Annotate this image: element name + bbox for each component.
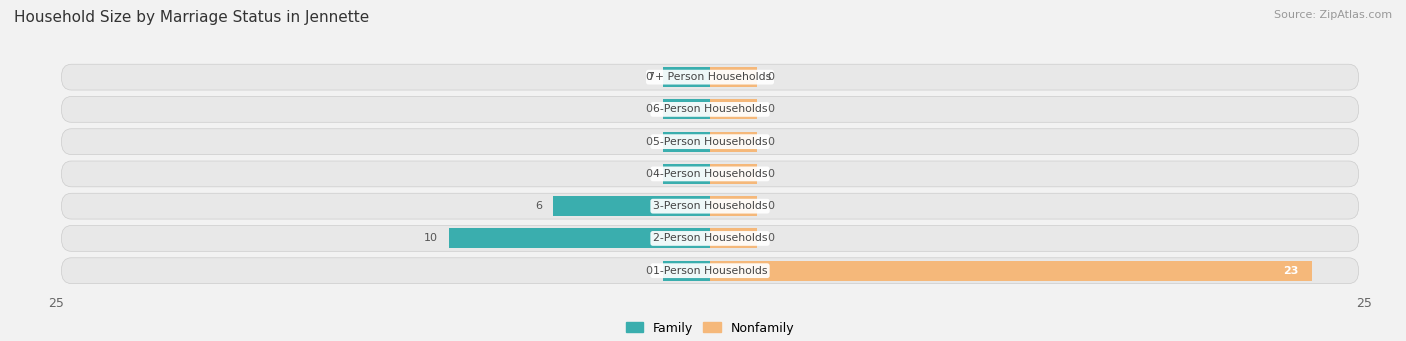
Bar (449, 228, 710, 249)
Bar (664, 164, 710, 184)
Bar (710, 228, 756, 249)
Bar (710, 99, 756, 119)
Text: 5-Person Households: 5-Person Households (652, 137, 768, 147)
Bar (664, 99, 710, 119)
Bar (710, 261, 1312, 281)
Bar (710, 196, 756, 216)
Text: 0: 0 (768, 201, 775, 211)
FancyBboxPatch shape (62, 258, 1358, 284)
Text: 0: 0 (768, 169, 775, 179)
Text: 0: 0 (768, 104, 775, 114)
Text: 6-Person Households: 6-Person Households (652, 104, 768, 114)
FancyBboxPatch shape (62, 129, 1358, 154)
Bar (710, 164, 756, 184)
Text: 3-Person Households: 3-Person Households (652, 201, 768, 211)
Text: 0: 0 (768, 137, 775, 147)
Text: 10: 10 (425, 234, 439, 243)
Text: 7+ Person Households: 7+ Person Households (648, 72, 772, 82)
FancyBboxPatch shape (62, 64, 1358, 90)
Text: 0: 0 (645, 266, 652, 276)
Text: 0: 0 (645, 169, 652, 179)
FancyBboxPatch shape (62, 161, 1358, 187)
Text: 6: 6 (536, 201, 543, 211)
Text: Household Size by Marriage Status in Jennette: Household Size by Marriage Status in Jen… (14, 10, 370, 25)
Bar (710, 67, 756, 87)
FancyBboxPatch shape (62, 225, 1358, 251)
Bar (710, 132, 756, 152)
Text: 1-Person Households: 1-Person Households (652, 266, 768, 276)
FancyBboxPatch shape (62, 193, 1358, 219)
Text: 0: 0 (768, 72, 775, 82)
Text: 4-Person Households: 4-Person Households (652, 169, 768, 179)
Bar (553, 196, 710, 216)
FancyBboxPatch shape (62, 97, 1358, 122)
Text: 23: 23 (1284, 266, 1298, 276)
Legend: Family, Nonfamily: Family, Nonfamily (620, 316, 800, 340)
Text: 0: 0 (645, 104, 652, 114)
Text: 0: 0 (768, 234, 775, 243)
Bar (664, 67, 710, 87)
Text: 0: 0 (645, 72, 652, 82)
Bar (664, 261, 710, 281)
Bar (664, 132, 710, 152)
Text: 2-Person Households: 2-Person Households (652, 234, 768, 243)
Text: Source: ZipAtlas.com: Source: ZipAtlas.com (1274, 10, 1392, 20)
Text: 0: 0 (645, 137, 652, 147)
